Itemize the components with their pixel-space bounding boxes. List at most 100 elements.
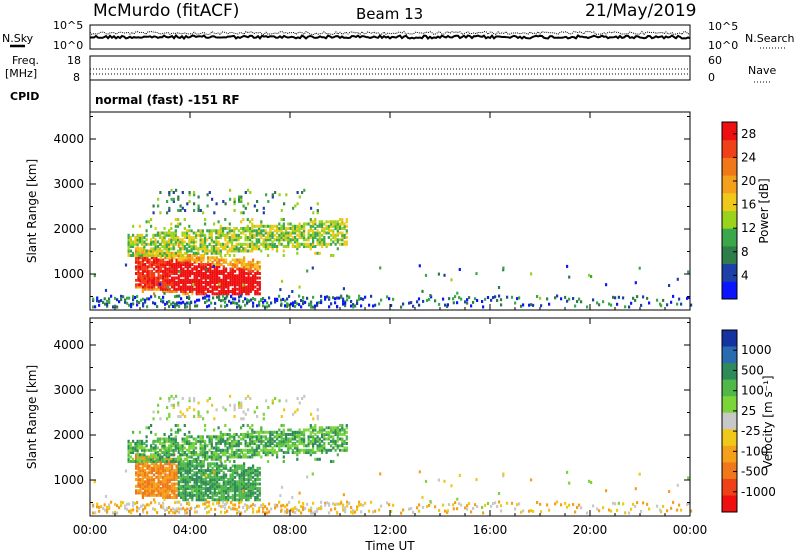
velocity-cell (168, 455, 171, 459)
velocity-cell (258, 439, 261, 443)
power-cell (172, 191, 175, 194)
velocity-cell (179, 444, 182, 448)
velocity-cell (150, 457, 153, 461)
power-cell (180, 258, 183, 262)
velocity-cell (249, 489, 252, 493)
velocity-cell (237, 444, 240, 448)
velocity-cell (177, 462, 180, 466)
velocity-cell (204, 453, 207, 457)
power-cell (182, 278, 185, 282)
power-cell (496, 299, 499, 302)
velocity-cell (379, 472, 382, 476)
power-cell (138, 251, 141, 255)
velocity-cell (146, 478, 149, 481)
power-cell (210, 301, 213, 305)
power-cell (378, 302, 381, 306)
velocity-cell (159, 469, 162, 472)
power-cell (163, 247, 166, 251)
velocity-cell (200, 496, 203, 499)
velocity-cell (156, 439, 159, 443)
velocity-cell (159, 417, 162, 421)
velocity-cell (184, 478, 187, 481)
power-cell (296, 238, 299, 242)
power-cell (182, 256, 185, 260)
velocity-cell (434, 505, 437, 509)
power-cell (188, 191, 191, 194)
velocity-cell (188, 455, 191, 459)
velocity-cell (213, 475, 216, 479)
velocity-cell (267, 453, 270, 457)
power-cell (242, 218, 245, 221)
power-cell (238, 292, 241, 296)
velocity-cell (312, 442, 315, 445)
power-cell (246, 245, 249, 248)
power-cell (292, 206, 295, 210)
velocity-cell (159, 471, 162, 475)
velocity-cell (173, 475, 176, 479)
power-cell (153, 285, 156, 289)
velocity-cell (240, 487, 243, 490)
power-cell (172, 254, 175, 257)
power-cell (200, 272, 203, 275)
power-cell (219, 231, 222, 235)
power-cell (243, 276, 246, 280)
power-cell (181, 231, 184, 235)
velocity-cell (528, 509, 531, 513)
power-cell (252, 304, 255, 308)
power-cell (294, 204, 297, 208)
power-cell (300, 227, 303, 230)
power-cell (278, 242, 281, 246)
power-cell (303, 231, 306, 235)
power-cell (168, 287, 171, 291)
velocity-cell (228, 442, 231, 445)
power-cell (228, 254, 231, 257)
power-cell (236, 302, 239, 305)
velocity-cell (180, 460, 183, 463)
velocity-cell (303, 428, 306, 432)
velocity-cell (258, 444, 261, 448)
power-cell (262, 240, 265, 244)
velocity-cell (271, 433, 274, 436)
velocity-cell (238, 480, 241, 484)
power-cell (222, 233, 225, 237)
velocity-cell (164, 493, 167, 497)
power-cell (226, 227, 229, 230)
power-cell (132, 245, 135, 248)
power-cell (135, 251, 138, 255)
power-cell (171, 256, 174, 260)
power-cell (318, 236, 321, 239)
velocity-cell (144, 469, 147, 472)
power-cell (464, 300, 467, 304)
power-cell (262, 224, 265, 228)
velocity-cell (316, 448, 319, 452)
power-cell (251, 240, 254, 244)
velocity-cell (231, 484, 234, 488)
power-cell (231, 233, 234, 237)
velocity-cell (202, 487, 205, 490)
power-cell (332, 224, 335, 228)
velocity-cell (153, 469, 156, 472)
power-cell (168, 191, 171, 194)
velocity-cell (154, 455, 157, 459)
velocity-cell (183, 437, 186, 441)
velocity-cell (602, 506, 605, 510)
power-cell (254, 263, 257, 266)
velocity-cell (309, 430, 312, 434)
power-cell (307, 233, 310, 237)
power-cell (163, 227, 166, 230)
velocity-cell (306, 475, 309, 479)
velocity-cell (323, 446, 326, 450)
power-cell (271, 245, 274, 248)
velocity-colorbar-tick-label: -100 (741, 444, 768, 458)
power-cell (285, 227, 288, 230)
velocity-cell (231, 451, 234, 454)
power-cell (204, 251, 207, 255)
velocity-cell (204, 448, 207, 452)
power-cell (184, 272, 187, 275)
velocity-cell (238, 464, 241, 468)
y-tick-label: 1000 (53, 473, 84, 487)
velocity-cell (242, 435, 245, 439)
power-cell (345, 240, 348, 244)
velocity-cell (634, 487, 637, 491)
velocity-cell (202, 464, 205, 468)
